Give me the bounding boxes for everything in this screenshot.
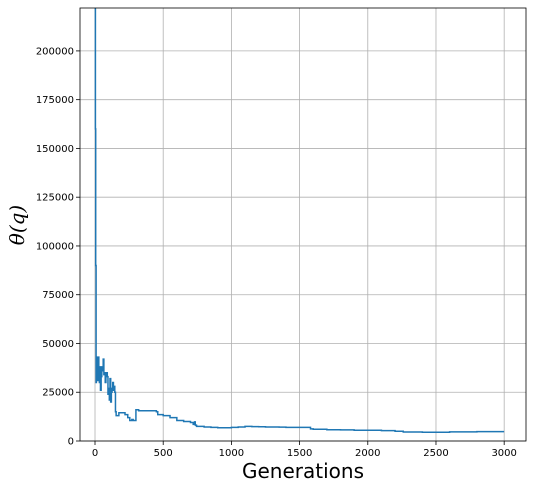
- x-axis-ticks: 0 500 1000 1500 2000 2500 3000: [92, 441, 517, 459]
- y-axis-title: θ(q): [5, 205, 29, 245]
- plot-area: [80, 8, 526, 441]
- x-tick-label: 0: [92, 448, 98, 459]
- x-tick-label: 2000: [355, 448, 380, 459]
- y-tick-label: 50000: [42, 339, 74, 350]
- y-tick-label: 0: [68, 437, 74, 448]
- x-tick-label: 1000: [219, 448, 244, 459]
- y-tick-label: 25000: [42, 388, 74, 399]
- x-tick-label: 500: [154, 448, 173, 459]
- y-tick-label: 100000: [36, 241, 74, 252]
- x-axis-title: Generations: [242, 459, 364, 483]
- y-tick-label: 75000: [42, 290, 74, 301]
- x-tick-label: 1500: [287, 448, 312, 459]
- y-tick-label: 125000: [36, 193, 74, 204]
- y-axis-ticks: 0 25000 50000 75000 100000 125000 150000 175000…: [36, 46, 80, 447]
- y-tick-label: 175000: [36, 95, 74, 106]
- x-tick-label: 3000: [491, 448, 516, 459]
- x-tick-label: 2500: [423, 448, 448, 459]
- y-tick-label: 200000: [36, 46, 74, 57]
- y-tick-label: 150000: [36, 144, 74, 155]
